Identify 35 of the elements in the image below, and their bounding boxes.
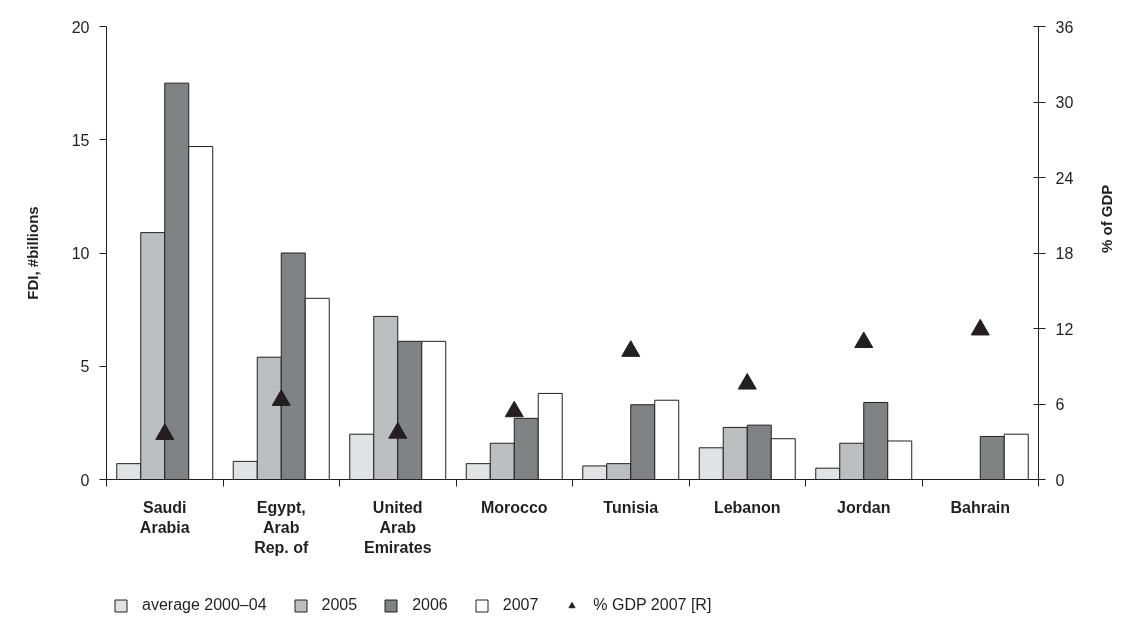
x-tick-label: Tunisia [603, 498, 659, 516]
y-tick-label: 5 [80, 358, 90, 376]
point [388, 422, 408, 439]
legend-label: average 2000–04 [142, 596, 267, 614]
y2-tick-label: 18 [1055, 245, 1074, 262]
y-tick-label: 20 [71, 18, 90, 36]
legend-label: 2005 [321, 596, 358, 614]
legend-label: 2007 [502, 596, 539, 614]
x-tick-label: Bahrain [950, 498, 1011, 516]
y2-tick-label: 6 [1055, 396, 1065, 413]
y2-tick-label: 36 [1055, 18, 1074, 36]
y-tick-label: 10 [71, 245, 90, 262]
point [621, 340, 641, 357]
y-tick-label: 0 [80, 471, 90, 489]
legend-label: 2006 [412, 596, 448, 614]
point [504, 400, 524, 418]
point [737, 372, 757, 390]
x-tick-label: Lebanon [713, 498, 781, 516]
point [970, 318, 990, 336]
x-tick-label: United Arab Emirates [363, 498, 432, 557]
x-tick-label: Jordan [837, 498, 891, 516]
y2-tick-label: 24 [1055, 169, 1074, 187]
y-tick-label: 15 [71, 131, 90, 149]
point [155, 423, 175, 440]
y2-tick-label: 12 [1055, 320, 1074, 338]
x-tick-label: Egypt, Arab Rep. of [254, 498, 310, 557]
point [854, 331, 874, 349]
y2-axis-title: % of GDP [1097, 184, 1115, 253]
x-tick-label: Saudi Arabia [139, 498, 190, 536]
legend-label: % GDP 2007 [R] [593, 596, 712, 614]
point [271, 389, 291, 406]
x-tick-label: Morocco [480, 498, 548, 516]
y-axis-title: FDI, #billions [23, 206, 41, 300]
y2-tick-label: 30 [1055, 94, 1074, 111]
y2-tick-label: 0 [1055, 471, 1065, 489]
